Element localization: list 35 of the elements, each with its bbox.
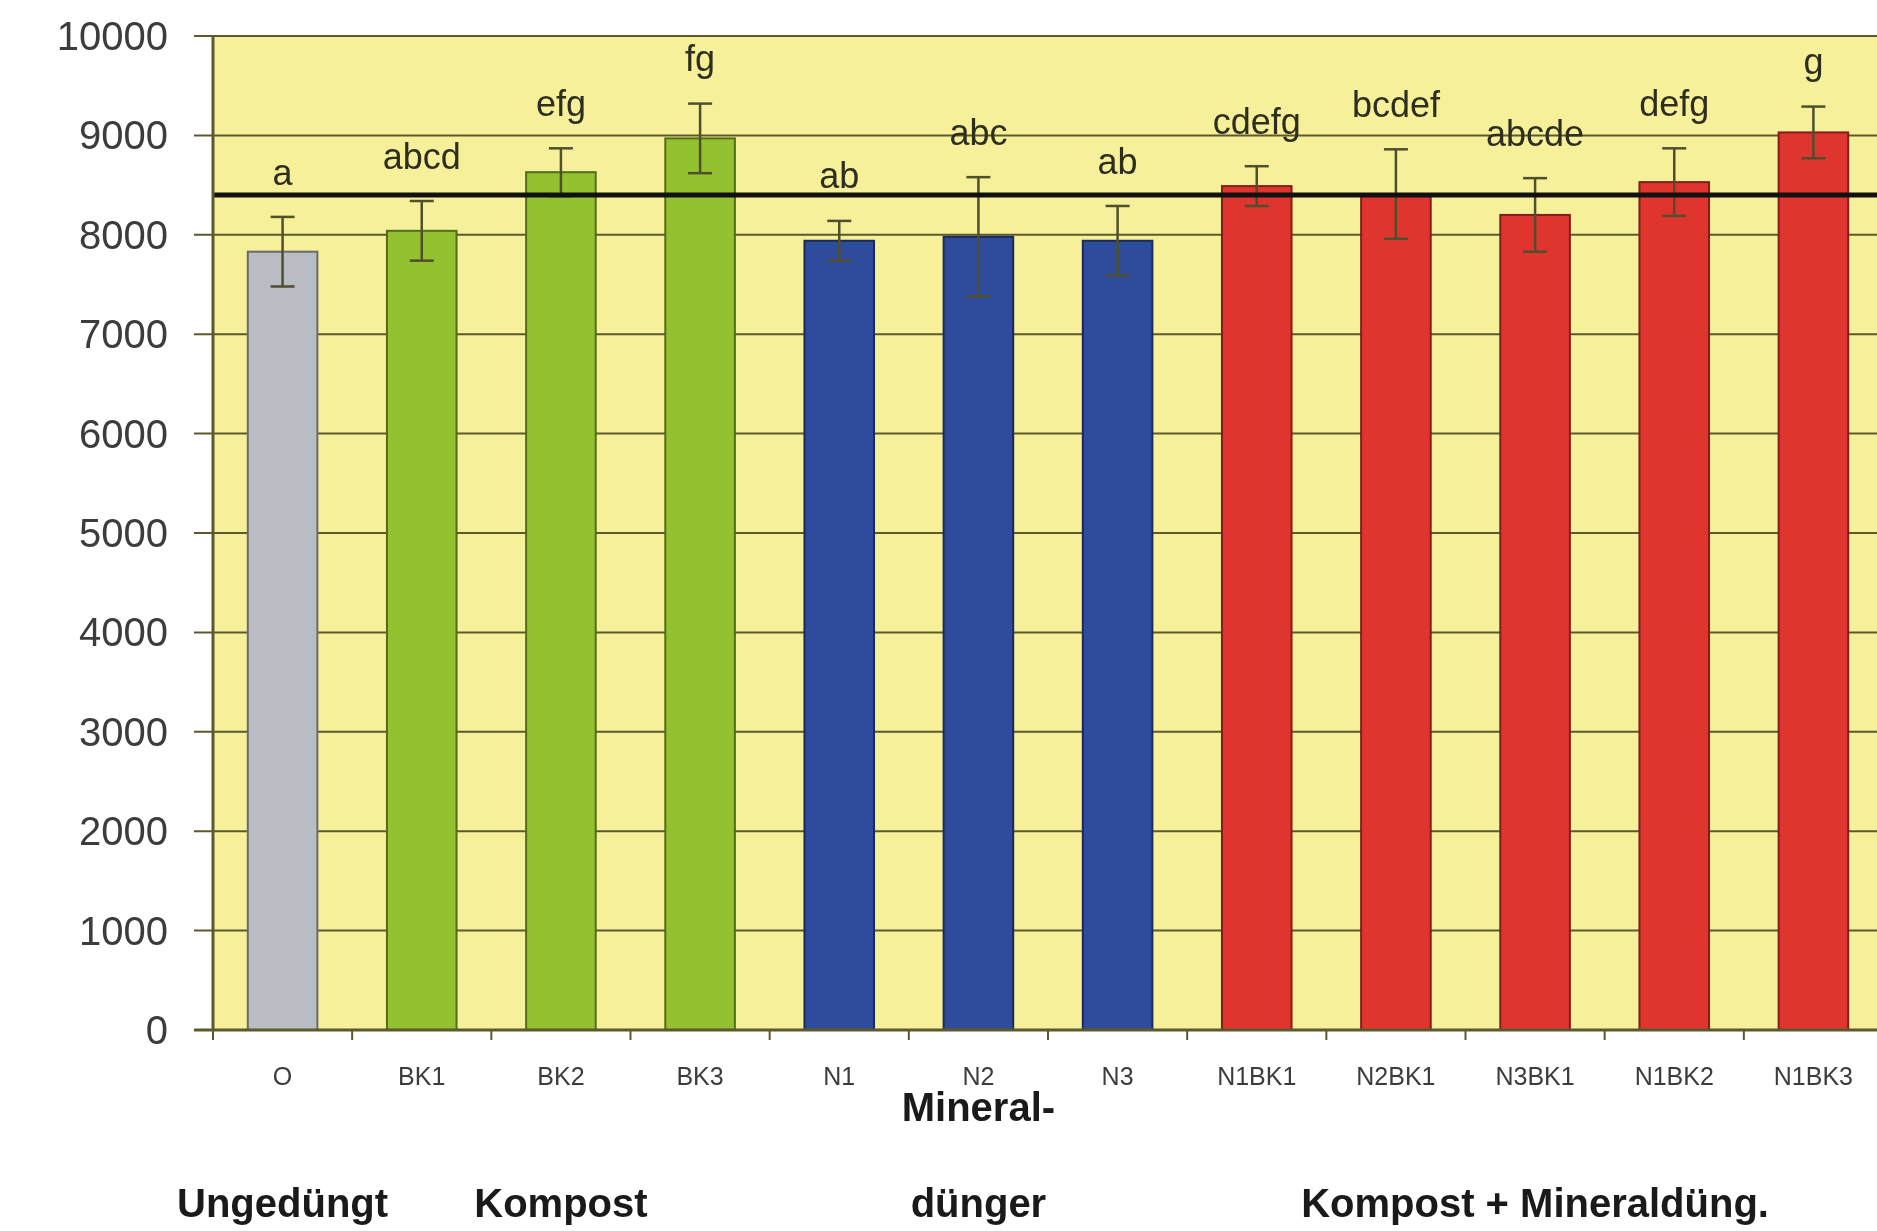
annotation: cdefg (1212, 100, 1301, 142)
text: Kompost + Mineraldüng. (1301, 1181, 1769, 1225)
y-tick-label: 7000 (79, 312, 168, 357)
y-tick-label: 0 (145, 1008, 168, 1052)
y-tick-label: 8000 (79, 212, 168, 257)
x-tick-label: N1BK3 (1773, 1062, 1854, 1090)
y-tick-label: 5000 (79, 511, 168, 555)
x-tick-label: BK3 (676, 1062, 724, 1090)
x-tick-label: N3 (1101, 1062, 1134, 1090)
x-tick-label: O (272, 1062, 293, 1090)
y-tick-label: 4000 (79, 610, 168, 655)
x-tick-label: BK2 (537, 1062, 585, 1090)
annotation: g (1803, 41, 1824, 83)
text: Ungedüngt (177, 1181, 389, 1225)
y-tick-label: 1000 (79, 908, 168, 953)
x-tick-label: BK1 (398, 1062, 446, 1090)
x-tick-label: N1 (823, 1062, 856, 1090)
text: Kompost (474, 1181, 648, 1225)
x-tick-label: N2BK1 (1356, 1062, 1436, 1090)
annotation: a (272, 151, 294, 193)
y-tick-label: 6000 (79, 411, 168, 456)
y-tick-label: 9000 (79, 113, 168, 158)
annotation: defg (1639, 82, 1710, 124)
x-tick-label: N1BK1 (1217, 1062, 1297, 1090)
annotation: ab (819, 155, 860, 197)
annotation: efg (535, 82, 586, 124)
annotation: ab (1097, 140, 1138, 182)
y-tick-label: 2000 (79, 809, 168, 854)
y-tick-label: 10000 (56, 14, 168, 58)
y-tick-label: 3000 (79, 709, 168, 754)
x-tick-label: N1BK2 (1634, 1062, 1714, 1090)
annotation: fg (685, 38, 716, 80)
annotation: bcdef (1351, 83, 1441, 125)
x-tick-label: N3BK1 (1495, 1062, 1575, 1090)
annotation: abcd (382, 135, 461, 177)
